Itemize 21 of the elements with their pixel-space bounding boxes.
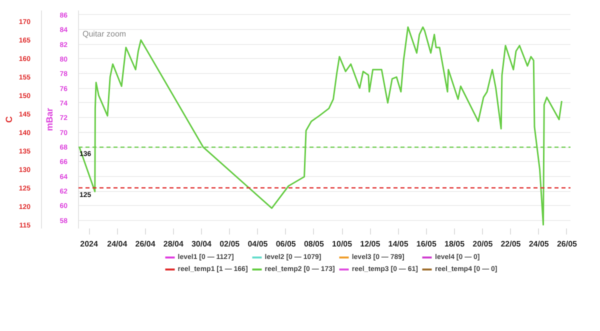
y-axis-title: C — [4, 116, 14, 123]
y2-axis-title: mBar — [44, 108, 55, 132]
x-tick-label: 26/05 — [556, 240, 578, 248]
x-tick-label: 22/05 — [500, 240, 522, 248]
x-tick-label: 04/05 — [248, 240, 268, 248]
x-tick-label: 2024 — [80, 240, 98, 248]
x-tick-label: 16/05 — [416, 240, 437, 248]
x-tick-label: 30/04 — [191, 240, 212, 248]
x-tick-label: 20/05 — [472, 240, 494, 248]
x-tick-label: 10/05 — [332, 240, 353, 248]
x-tick-label: 24/04 — [107, 240, 128, 248]
x-tick-label: 26/04 — [135, 240, 156, 248]
x-tick-label: 12/05 — [360, 240, 381, 248]
annotation: Quitar zoom — [82, 30, 126, 38]
x-tick-label: 02/05 — [220, 240, 240, 248]
x-tick-label: 24/05 — [528, 240, 550, 248]
x-tick-label: 28/04 — [163, 240, 184, 248]
x-tick-label: 08/05 — [304, 240, 325, 248]
x-tick-label: 06/05 — [276, 240, 296, 248]
x-tick-label: 18/05 — [444, 240, 466, 248]
x-tick-label: 14/05 — [388, 240, 409, 248]
